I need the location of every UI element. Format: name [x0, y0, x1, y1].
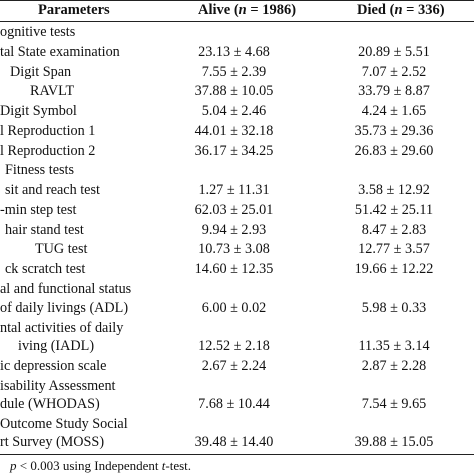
- table-row: al and functional status: [0, 280, 474, 298]
- alive-value: 2.67 ± 2.24: [201, 358, 267, 374]
- died-value: 7.07 ± 2.52: [361, 64, 427, 80]
- alive-value: 7.68 ± 10.44: [198, 396, 270, 412]
- table-row: l Reproduction 2 36.17 ± 34.25 26.83 ± 2…: [0, 142, 474, 160]
- died-value: 3.58 ± 12.92: [358, 182, 430, 198]
- header-alive-suffix: = 1986): [246, 2, 297, 18]
- died-value: 20.89 ± 5.51: [358, 44, 430, 60]
- table-row: dule (WHODAS) 7.68 ± 10.44 7.54 ± 9.65: [0, 395, 474, 413]
- header-died-n: n: [394, 2, 403, 18]
- row-label: iving (IADL): [18, 338, 95, 354]
- died-value: 7.54 ± 9.65: [361, 396, 427, 412]
- died-value: 39.88 ± 15.05: [354, 434, 434, 450]
- row-label: al and functional status: [0, 281, 132, 297]
- row-label: dule (WHODAS): [0, 396, 100, 412]
- table-row: TUG test 10.73 ± 3.08 12.77 ± 3.57: [0, 240, 474, 258]
- header-alive-n: n: [238, 2, 247, 18]
- died-value: 5.98 ± 0.33: [361, 300, 427, 316]
- table-row: Fitness tests: [0, 161, 474, 179]
- header-parameters: Parameters: [38, 2, 110, 18]
- died-value: 33.79 ± 8.87: [358, 83, 430, 99]
- row-label: Fitness tests: [5, 162, 74, 178]
- row-label: ck scratch test: [5, 261, 86, 277]
- alive-value: 7.55 ± 2.39: [201, 64, 267, 80]
- row-label: sit and reach test: [5, 182, 100, 198]
- table-row: hair stand test 9.94 ± 2.93 8.47 ± 2.83: [0, 221, 474, 239]
- table-row: l Reproduction 1 44.01 ± 32.18 35.73 ± 2…: [0, 122, 474, 140]
- died-value: 12.77 ± 3.57: [358, 241, 430, 257]
- died-value: 4.24 ± 1.65: [361, 103, 427, 119]
- table-row: ck scratch test 14.60 ± 12.35 19.66 ± 12…: [0, 260, 474, 278]
- table-row: isability Assessment: [0, 377, 474, 395]
- alive-value: 9.94 ± 2.93: [201, 222, 267, 238]
- alive-value: 62.03 ± 25.01: [194, 202, 274, 218]
- alive-value: 44.01 ± 32.18: [194, 123, 274, 139]
- row-label: isability Assessment: [0, 378, 116, 394]
- alive-value: 6.00 ± 0.02: [201, 300, 267, 316]
- row-label: hair stand test: [5, 222, 84, 238]
- alive-value: 36.17 ± 34.25: [194, 143, 274, 159]
- row-label: RAVLT: [30, 83, 75, 99]
- header-alive: Alive (n = 1986): [198, 1, 296, 19]
- table-row: RAVLT 37.88 ± 10.05 33.79 ± 8.87: [0, 82, 474, 100]
- died-value: 35.73 ± 29.36: [354, 123, 434, 139]
- row-label: of daily livings (ADL): [0, 300, 129, 316]
- table-row: ognitive tests: [0, 23, 474, 41]
- died-value: 51.42 ± 25.11: [354, 202, 434, 218]
- row-label: ic depression scale: [0, 358, 107, 374]
- header-died: Died (n = 336): [357, 1, 445, 19]
- row-label: -min step test: [0, 202, 77, 218]
- table-row: ntal activities of daily: [0, 319, 474, 337]
- died-value: 2.87 ± 2.28: [361, 358, 427, 374]
- row-label: l Reproduction 2: [0, 143, 96, 159]
- footnote-middle: < 0.003 using Independent: [16, 458, 162, 473]
- table-bottom-rule: [0, 454, 474, 455]
- table-row: Outcome Study Social: [0, 415, 474, 433]
- alive-value: 37.88 ± 10.05: [194, 83, 274, 99]
- died-value: 11.35 ± 3.14: [358, 338, 430, 354]
- table-row: Digit Symbol 5.04 ± 2.46 4.24 ± 1.65: [0, 102, 474, 120]
- header-rule: [0, 21, 474, 22]
- footnote: p < 0.003 using Independent t-test.: [10, 458, 191, 474]
- row-label: Digit Span: [10, 64, 72, 80]
- alive-value: 23.13 ± 4.68: [198, 44, 270, 60]
- table-row: iving (IADL) 12.52 ± 2.18 11.35 ± 3.14: [0, 337, 474, 355]
- table-row: sit and reach test 1.27 ± 11.31 3.58 ± 1…: [0, 181, 474, 199]
- alive-value: 5.04 ± 2.46: [201, 103, 267, 119]
- alive-value: 1.27 ± 11.31: [198, 182, 270, 198]
- died-value: 26.83 ± 29.60: [354, 143, 434, 159]
- row-label: tal State examination: [0, 44, 120, 60]
- row-label: Digit Symbol: [0, 103, 77, 119]
- footnote-p: p: [10, 458, 17, 473]
- died-value: 8.47 ± 2.83: [361, 222, 427, 238]
- table-row: tal State examination 23.13 ± 4.68 20.89…: [0, 43, 474, 61]
- footnote-suffix: -test.: [165, 458, 192, 473]
- table-row: ic depression scale 2.67 ± 2.24 2.87 ± 2…: [0, 357, 474, 375]
- alive-value: 12.52 ± 2.18: [198, 338, 270, 354]
- table-row: of daily livings (ADL) 6.00 ± 0.02 5.98 …: [0, 299, 474, 317]
- table-row: -min step test 62.03 ± 25.01 51.42 ± 25.…: [0, 201, 474, 219]
- alive-value: 39.48 ± 14.40: [194, 434, 274, 450]
- row-label: rt Survey (MOSS): [0, 434, 105, 450]
- row-label: ntal activities of daily: [0, 320, 124, 336]
- row-label: TUG test: [35, 241, 88, 257]
- alive-value: 10.73 ± 3.08: [198, 241, 270, 257]
- row-label: ognitive tests: [0, 24, 76, 40]
- alive-value: 14.60 ± 12.35: [194, 261, 274, 277]
- table-top-rule: [0, 0, 474, 1]
- header-alive-prefix: Alive (: [198, 2, 239, 18]
- table-row: Digit Span 7.55 ± 2.39 7.07 ± 2.52: [0, 63, 474, 81]
- row-label: Outcome Study Social: [0, 416, 128, 432]
- row-label: l Reproduction 1: [0, 123, 96, 139]
- died-value: 19.66 ± 12.22: [354, 261, 434, 277]
- footnote-t: t: [161, 458, 166, 473]
- header-died-suffix: = 336): [402, 2, 445, 18]
- header-died-prefix: Died (: [357, 2, 395, 18]
- table-row: rt Survey (MOSS) 39.48 ± 14.40 39.88 ± 1…: [0, 433, 474, 451]
